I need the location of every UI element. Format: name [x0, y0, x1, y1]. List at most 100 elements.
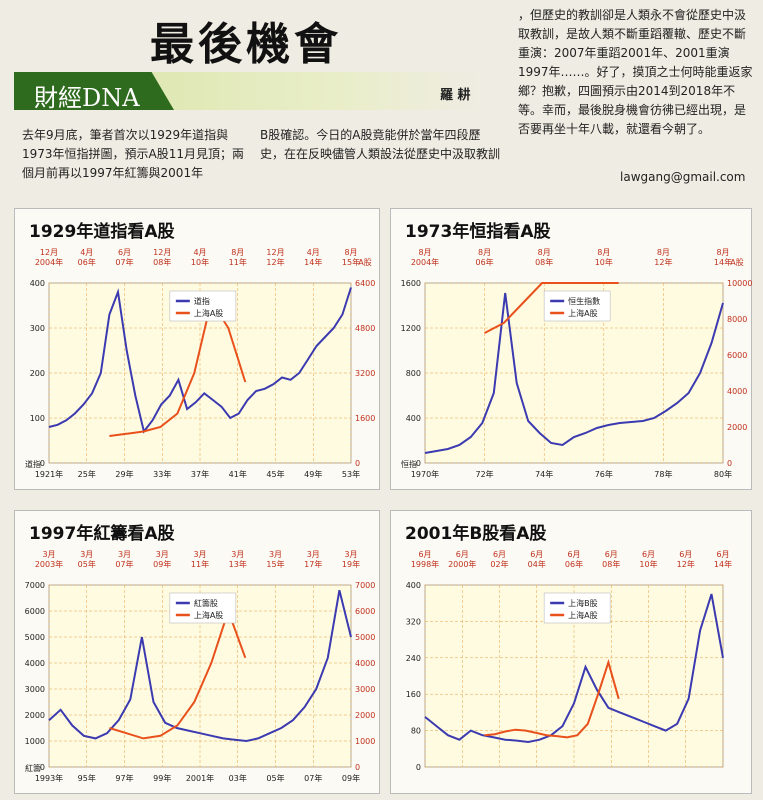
article-col2: B股確認。今日的A股竟能併於當年四段歷史，在在反映儘管人類設法從歷史中汲取教訓 [260, 128, 501, 161]
legend-label: 紅籌股 [194, 598, 218, 608]
bottom-tick-label: 97年 [115, 773, 133, 783]
left-tick-label: 100 [30, 414, 45, 423]
bottom-tick-label: 29年 [115, 469, 133, 479]
author-email[interactable]: lawgang@gmail.com [620, 170, 746, 184]
bottom-tick-label: 1993年 [35, 773, 63, 783]
right-tick-label: 3000 [355, 685, 375, 694]
chart-1997: 1997年紅籌看A股 3月 2003年 3月 05年 3月 07年 3月 09年 3月 11年 3月… [14, 510, 380, 794]
top-tick-label: 4月 [80, 248, 93, 257]
chart-1929: 1929年道指看A股 12月 2004年 4月 06年 6月 07年 12月 08年 4月 10年… [14, 208, 380, 490]
legend-label: 上海A股 [194, 308, 223, 318]
right-tick-label: 1600 [355, 414, 375, 423]
bottom-tick-label: 33年 [153, 469, 171, 479]
top-tick-label: 14年 [714, 257, 732, 267]
top-tick-label: 12年 [677, 559, 695, 569]
top-tick-label: 6月 [118, 248, 131, 257]
right-tick-label: 0 [355, 459, 360, 468]
series-line-0 [48, 287, 352, 434]
left-tick-label: 200 [30, 369, 45, 378]
right-tick-label: 7000 [355, 581, 375, 590]
bottom-tick-label: 78年 [654, 469, 672, 479]
top-tick-label: 08年 [602, 559, 620, 569]
right-tick-label: 0 [355, 763, 360, 772]
left-tick-label: 400 [406, 581, 421, 590]
right-tick-label: 10000 [727, 279, 752, 288]
top-tick-label: 8月 [716, 248, 729, 257]
top-tick-label: 6月 [716, 550, 729, 559]
bottom-tick-label: 45年 [266, 469, 284, 479]
bottom-tick-label: 09年 [342, 773, 360, 783]
left-tick-label: 0 [416, 763, 421, 772]
top-tick-label: 2004年 [35, 257, 63, 267]
chart-svg: 6月1998年6月2000年6月02年6月04年6月06年6月08年6月10年6… [406, 550, 732, 772]
article-col1: 去年9月底，筆者首次以1929年道指與1973年恒指拼圖，預示A股11月見頂；兩… [22, 128, 245, 180]
top-tick-label: 3月 [344, 550, 357, 559]
legend-label: 上海A股 [194, 610, 223, 620]
bottom-tick-label: 76年 [595, 469, 613, 479]
top-tick-label: 8月 [231, 248, 244, 257]
bottom-tick-label: 03年 [229, 773, 247, 783]
top-tick-label: 05年 [78, 559, 96, 569]
left-tick-label: 5000 [25, 633, 45, 642]
right-unit-label: A股 [358, 258, 371, 267]
bottom-tick-label: 2001年 [186, 773, 214, 783]
top-tick-label: 14年 [304, 257, 322, 267]
chart-2001: 2001年B股看A股 6月 1998年 6月 2000年 6月 02年 6月 04年 6月 06年… [390, 510, 752, 794]
left-tick-label: 320 [406, 617, 421, 626]
top-tick-label: 12年 [266, 257, 284, 267]
right-tick-label: 2000 [355, 711, 375, 720]
top-tick-label: 13年 [229, 559, 247, 569]
top-tick-label: 3月 [193, 550, 206, 559]
legend-box [169, 592, 237, 624]
column-tag: 財經DNA [14, 72, 174, 110]
left-axis-label: 恒指 [401, 459, 417, 469]
top-tick-label: 3月 [231, 550, 244, 559]
bottom-tick-label: 99年 [153, 773, 171, 783]
top-tick-label: 2003年 [35, 559, 63, 569]
right-tick-label: 0 [727, 459, 732, 468]
left-tick-label: 300 [30, 324, 45, 333]
bottom-tick-label: 07年 [304, 773, 322, 783]
bottom-tick-label: 05年 [266, 773, 284, 783]
right-tick-label: 1000 [355, 737, 375, 746]
top-tick-label: 11年 [229, 257, 247, 267]
bottom-tick-label: 41年 [229, 469, 247, 479]
chart-title: 1929年道指看A股 [29, 222, 175, 242]
top-tick-label: 07年 [115, 559, 133, 569]
top-tick-label: 10年 [191, 257, 209, 267]
top-tick-label: 2000年 [448, 559, 476, 569]
bottom-tick-label: 72年 [476, 469, 494, 479]
top-tick-label: 6月 [567, 550, 580, 559]
top-tick-label: 4月 [307, 248, 320, 257]
right-tick-label: 6400 [355, 279, 375, 288]
right-tick-label: 6000 [727, 351, 747, 360]
top-tick-label: 6月 [493, 550, 506, 559]
left-tick-label: 240 [406, 654, 421, 663]
top-tick-label: 6月 [679, 550, 692, 559]
top-tick-label: 06年 [476, 257, 494, 267]
legend-box [543, 290, 611, 322]
left-tick-label: 400 [30, 279, 45, 288]
top-tick-label: 07年 [115, 257, 133, 267]
left-tick-label: 3000 [25, 685, 45, 694]
top-tick-label: 8月 [478, 248, 491, 257]
top-tick-label: 3月 [118, 550, 131, 559]
legend-label: 道指 [194, 296, 210, 306]
right-unit-label: A股 [730, 258, 743, 267]
top-tick-label: 12年 [654, 257, 672, 267]
left-tick-label: 1200 [401, 324, 421, 333]
left-tick-label: 0 [40, 459, 45, 468]
left-tick-label: 6000 [25, 607, 45, 616]
top-tick-label: 6月 [530, 550, 543, 559]
left-tick-label: 7000 [25, 581, 45, 590]
legend-label: 上海A股 [568, 610, 597, 620]
bottom-tick-label: 74年 [535, 469, 553, 479]
left-tick-label: 2000 [25, 711, 45, 720]
top-tick-label: 8月 [597, 248, 610, 257]
series-line-1 [109, 607, 247, 740]
bottom-tick-label: 25年 [78, 469, 96, 479]
left-tick-label: 1000 [25, 737, 45, 746]
top-tick-label: 17年 [304, 559, 322, 569]
left-tick-label: 800 [406, 369, 421, 378]
